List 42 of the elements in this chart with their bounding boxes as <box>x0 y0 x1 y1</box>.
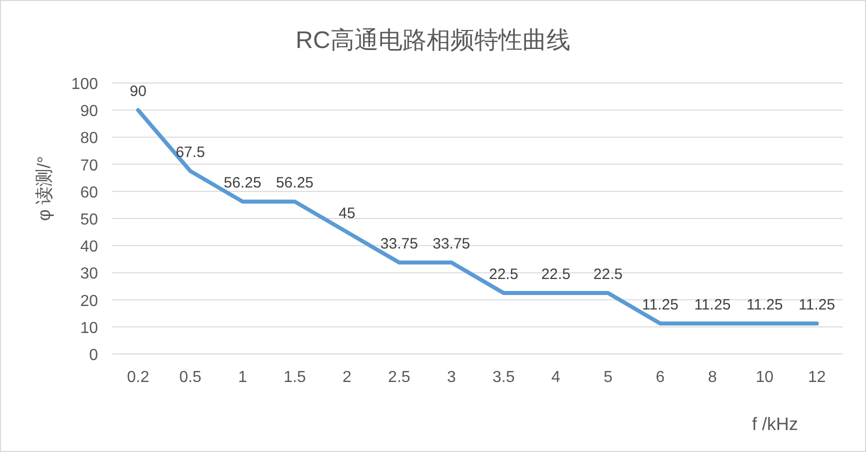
data-label: 22.5 <box>541 266 570 284</box>
data-label: 33.75 <box>380 236 418 253</box>
data-label: 22.5 <box>593 266 623 284</box>
x-tick-label: 3 <box>446 369 456 386</box>
y-tick-label: 20 <box>80 292 98 310</box>
data-label: 67.5 <box>176 144 205 162</box>
y-tick-label: 10 <box>80 320 98 337</box>
data-label: 56.25 <box>224 174 262 192</box>
y-tick-label: 50 <box>80 212 98 228</box>
y-tick-label: 80 <box>80 130 98 148</box>
y-tick-label: 30 <box>80 266 98 283</box>
x-tick-label: 0.5 <box>179 369 202 386</box>
data-label: 56.25 <box>276 174 314 192</box>
x-tick-label: 3.5 <box>492 369 515 386</box>
data-label: 11.25 <box>642 296 678 314</box>
data-label: 90 <box>130 83 146 100</box>
x-tick-label: 0.2 <box>126 369 150 386</box>
y-tick-label: 40 <box>80 238 98 256</box>
x-tick-label: 4 <box>551 369 560 386</box>
data-label: 22.5 <box>489 266 518 284</box>
x-tick-label: 12 <box>808 369 826 386</box>
x-tick-label: 8 <box>708 369 718 386</box>
data-label: 45 <box>338 205 356 222</box>
x-tick-label: 6 <box>656 369 665 386</box>
y-tick-label: 100 <box>71 76 98 93</box>
x-tick-label: 1 <box>238 369 248 386</box>
x-axis-title: f /kHz <box>752 414 798 434</box>
data-label: 33.75 <box>432 236 470 253</box>
data-label: 11.25 <box>694 296 731 314</box>
x-tick-label: 5 <box>604 369 613 386</box>
y-tick-label: 60 <box>80 184 98 202</box>
x-tick-label: 2 <box>342 369 352 386</box>
y-tick-label: 90 <box>80 103 98 120</box>
y-tick-label: 70 <box>80 157 98 174</box>
x-tick-label: 2.5 <box>388 369 410 386</box>
chart-title: RC高通电路相频特性曲线 <box>296 27 570 54</box>
data-label: 11.25 <box>746 296 783 314</box>
x-tick-label: 10 <box>756 369 774 386</box>
y-axis-title: φ 读测/° <box>34 156 54 221</box>
data-label: 11.25 <box>798 296 836 314</box>
y-tick-label: 0 <box>89 347 98 364</box>
x-tick-label: 1.5 <box>284 369 306 386</box>
